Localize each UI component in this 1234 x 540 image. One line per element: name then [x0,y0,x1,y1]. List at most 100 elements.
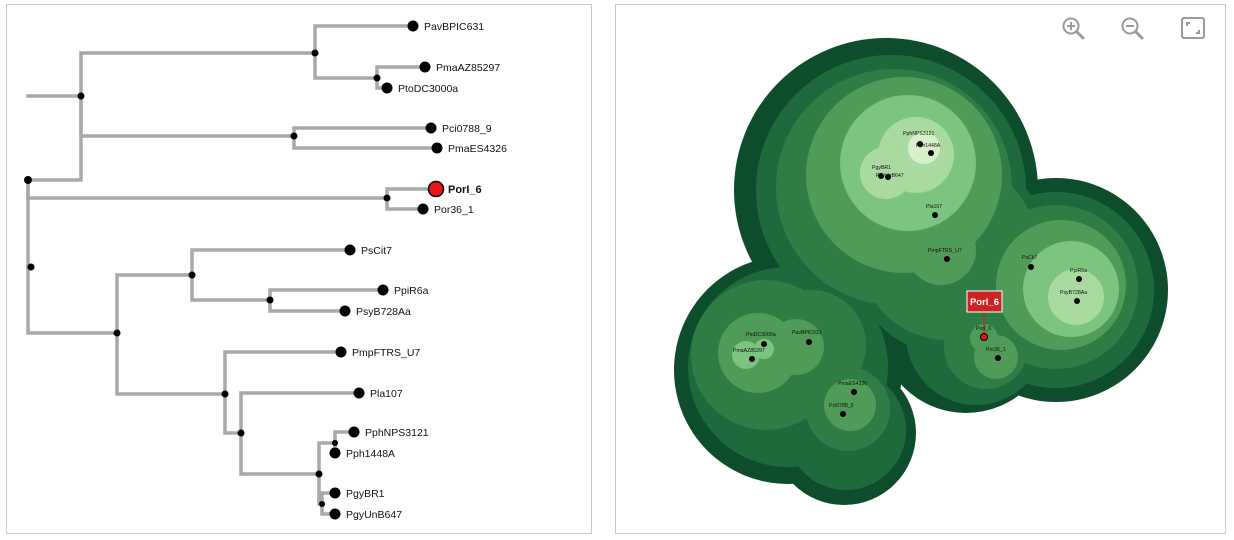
density-contour-blob [824,379,876,431]
tree-leaves: PavBPIC631 PmaAZ85297 PtoDC3000a Pci0788… [329,20,508,522]
map-point-label: Pla107 [926,204,942,210]
tree-leaf[interactable]: PmaES4326 [431,142,508,156]
map-point[interactable]: PgyBR1 [872,165,891,179]
tree-panel: PavBPIC631 PmaAZ85297 PtoDC3000a Pci0788… [6,4,592,534]
map-point-label: Pci0788_9 [829,403,854,409]
map-point[interactable]: PsyB728Aa [1060,290,1087,304]
map-point[interactable]: PmaES4326 [838,381,867,395]
tree-leaf-label: PphNPS3121 [365,427,429,439]
tree-node[interactable] [290,132,298,140]
tree-leaf-label: PgyUnB647 [346,509,402,521]
tree-branches [26,24,439,516]
tree-node[interactable] [221,390,229,398]
map-point[interactable]: PmaAZ85297 [733,348,765,362]
tree-leaf[interactable]: PsCit7 [344,244,393,258]
tree-node[interactable] [319,501,325,507]
tree-node[interactable] [311,49,319,57]
tree-node[interactable] [266,296,274,304]
tree-leaf[interactable]: Pph1448A [329,447,396,461]
map-point-label: Pph1448A [916,143,941,149]
density-map-svg[interactable]: PphNPS3121 Pph1448A PgyBR1 PgyUnB647 Pla… [616,5,1226,534]
map-point-label: PpiR6a [1070,268,1087,274]
tree-node-root[interactable] [24,176,32,184]
tree-leaf[interactable]: PphNPS3121 [348,426,429,440]
density-contour-blob [754,339,774,359]
tree-leaf[interactable]: PavBPIC631 [407,20,485,34]
map-point-label: PgyBR1 [872,165,891,171]
tree-leaf-label: PsyB728Aa [356,306,411,318]
tree-node[interactable] [332,440,338,446]
map-point-label: PphNPS3121 [903,131,935,137]
density-contour-layer [908,132,940,164]
tree-node[interactable] [188,271,196,279]
map-point[interactable]: Pci0788_9 [829,403,854,417]
zoom-out-button[interactable] [1119,15,1145,41]
map-point-selected[interactable]: PorI_6 [976,310,991,341]
map-point[interactable]: PphNPS3121 [903,131,935,147]
tree-leaf-label: PpiR6a [394,285,429,297]
map-point-label: PmaAZ85297 [733,348,765,354]
tree-leaf-label: PsCit7 [361,245,392,257]
map-point[interactable]: Pla107 [926,204,942,218]
tree-leaf[interactable]: PpiR6a [377,284,429,298]
map-point-label: PavBPIC631 [792,330,822,336]
density-contour-blob [908,132,940,164]
tree-node[interactable] [77,92,85,100]
map-point[interactable]: PavBPIC631 [792,330,822,345]
tree-node[interactable] [237,429,245,437]
selected-tooltip-label: PorI_6 [970,297,999,308]
selected-tooltip: PorI_6 [966,290,1003,313]
tree-leaf[interactable]: PmpFTRS_U7 [335,346,421,360]
zoom-in-button[interactable] [1060,15,1086,41]
map-point[interactable]: Por36_1 [986,347,1006,361]
map-point-label: PsyB728Aa [1060,290,1087,296]
density-contour-blob [1048,269,1104,325]
tree-leaf[interactable]: PgyUnB647 [329,508,403,522]
tree-leaf-selected[interactable]: PorI_6 [427,180,482,198]
map-point-label: PorI_6 [976,326,991,332]
density-map-panel[interactable]: PphNPS3121 Pph1448A PgyBR1 PgyUnB647 Pla… [615,4,1226,534]
zoom-in-icon [1062,17,1085,40]
tree-leaf[interactable]: PgyBR1 [329,487,385,501]
tree-leaf[interactable]: Pla107 [353,387,403,401]
tree-node[interactable] [113,329,121,337]
tree-leaf-label: Por36_1 [434,204,474,216]
map-point[interactable]: PpiR6a [1070,268,1087,282]
map-point[interactable]: PgyUnB647 [876,173,904,180]
tree-leaf-label: Pci0788_9 [442,123,492,135]
map-point[interactable]: PtoDC3000a [746,332,776,347]
tree-node[interactable] [315,470,323,478]
tree-leaf-label: PavBPIC631 [424,21,484,33]
tree-leaf-label: PtoDC3000a [398,83,458,95]
map-point-label: PmaES4326 [838,381,867,387]
tree-node[interactable] [27,263,35,271]
tree-node[interactable] [373,74,381,82]
tree-leaf-label: PmaAZ85297 [436,62,500,74]
tree-leaf-label: Pph1448A [346,448,395,460]
map-point[interactable]: Pph1448A [916,143,941,156]
map-points: PphNPS3121 Pph1448A PgyBR1 PgyUnB647 Pla… [733,131,1087,417]
map-point-label: PmpFTRS_U7 [928,248,962,254]
tree-leaf[interactable]: PmaAZ85297 [419,61,501,75]
tree-svg: PavBPIC631 PmaAZ85297 PtoDC3000a Pci0788… [24,20,508,522]
density-contour-blob [732,341,760,369]
tree-internal-nodes [24,49,391,507]
density-contours [674,38,1168,505]
tree-leaf[interactable]: Por36_1 [417,203,474,217]
tree-leaf[interactable]: PtoDC3000a [381,82,459,96]
tree-leaf[interactable]: Pci0788_9 [425,122,492,136]
tree-leaf-label: PorI_6 [448,184,482,196]
tree-leaf-label: Pla107 [370,388,403,400]
density-contour-blob [768,319,824,375]
fit-screen-button[interactable] [1180,15,1206,41]
tree-leaf[interactable]: PsyB728Aa [339,305,412,319]
map-point-label: PgyUnB647 [876,173,904,179]
map-point[interactable]: PmpFTRS_U7 [928,248,962,262]
tree-node[interactable] [383,194,391,202]
map-point[interactable]: PsCit7 [1022,255,1037,270]
zoom-out-icon [1121,17,1144,40]
tree-leaf-label: PmpFTRS_U7 [352,347,420,359]
map-point-label: PsCit7 [1022,255,1037,261]
map-point-label: PtoDC3000a [746,332,776,338]
tree-leaf-label: PgyBR1 [346,488,385,500]
